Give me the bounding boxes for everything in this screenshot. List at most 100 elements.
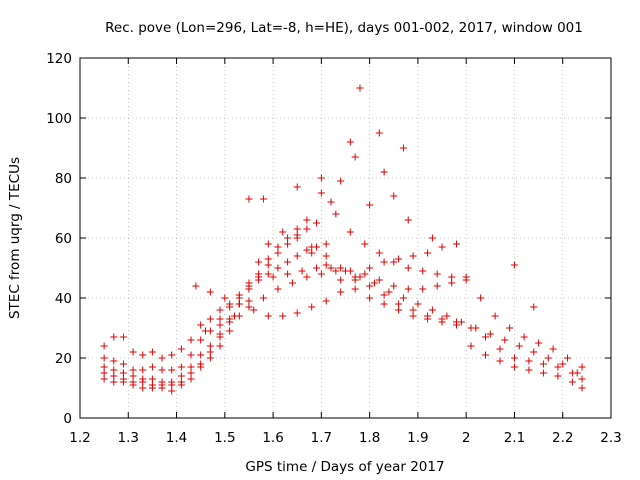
data-point [453, 321, 461, 329]
data-point [119, 360, 127, 368]
data-point [110, 366, 118, 374]
data-point [375, 276, 383, 284]
data-point [424, 249, 432, 257]
x-tick-label: 2.2 [552, 430, 573, 446]
data-point [380, 291, 388, 299]
x-axis-label: GPS time / Days of year 2017 [245, 459, 444, 475]
data-point [177, 372, 185, 380]
y-tick-label: 60 [55, 231, 72, 247]
data-point [100, 363, 108, 371]
data-point [578, 363, 586, 371]
data-point [245, 279, 253, 287]
data-point [496, 357, 504, 365]
data-point [202, 327, 210, 335]
data-point [520, 333, 528, 341]
data-point [110, 378, 118, 386]
data-point [158, 354, 166, 362]
data-point [226, 318, 234, 326]
data-point [129, 372, 137, 380]
data-point [259, 294, 267, 302]
data-point [177, 363, 185, 371]
data-point [399, 144, 407, 152]
chart-title: Rec. pove (Lon=296, Lat=-8, h=HE), days … [105, 20, 583, 36]
data-point [443, 312, 451, 320]
data-point [404, 264, 412, 272]
data-point [510, 261, 518, 269]
data-point [477, 294, 485, 302]
data-point [467, 342, 475, 350]
data-point [235, 300, 243, 308]
data-point [293, 309, 301, 317]
data-point [351, 273, 359, 281]
data-point [322, 252, 330, 260]
data-point [139, 378, 147, 386]
data-point [129, 366, 137, 374]
data-point [255, 258, 263, 266]
data-point [453, 240, 461, 248]
data-point [399, 294, 407, 302]
data-point [337, 177, 345, 185]
data-point [100, 375, 108, 383]
data-point [119, 378, 127, 386]
data-point [332, 210, 340, 218]
data-point [332, 267, 340, 275]
data-point [327, 264, 335, 272]
x-tick-label: 1.5 [214, 430, 235, 446]
data-point [322, 240, 330, 248]
data-point [168, 366, 176, 374]
data-point [375, 129, 383, 137]
data-point [269, 273, 277, 281]
data-point [110, 333, 118, 341]
data-point [206, 354, 214, 362]
data-point [264, 240, 272, 248]
data-point [308, 303, 316, 311]
data-point [313, 264, 321, 272]
data-point [356, 84, 364, 92]
data-point [559, 360, 567, 368]
data-point [274, 249, 282, 257]
data-point [206, 288, 214, 296]
data-point [245, 303, 253, 311]
data-point [496, 345, 504, 353]
data-point [177, 381, 185, 389]
data-point [342, 267, 349, 275]
y-tick-label: 100 [46, 111, 72, 127]
data-point [187, 351, 195, 359]
data-point [279, 228, 287, 236]
data-point [230, 312, 238, 320]
data-point [264, 270, 272, 278]
data-point [148, 348, 156, 356]
data-point [395, 306, 403, 314]
data-point [298, 267, 306, 275]
data-point [110, 372, 118, 380]
data-point [303, 246, 311, 254]
data-point [424, 315, 432, 323]
data-point [370, 279, 378, 287]
data-point [288, 279, 296, 287]
x-tick-label: 1.8 [359, 430, 380, 446]
y-tick-label: 0 [63, 411, 72, 427]
y-axis-label: STEC from uqrg / TECUs [7, 157, 23, 319]
data-point [206, 315, 214, 323]
data-point [467, 324, 475, 332]
data-point [481, 351, 489, 359]
data-point [197, 351, 205, 359]
x-tick-label: 1.6 [262, 430, 283, 446]
data-point [462, 276, 470, 284]
data-point [313, 219, 321, 227]
data-point [216, 333, 224, 341]
data-point [530, 303, 538, 311]
data-point [250, 306, 258, 314]
data-point [433, 270, 441, 278]
data-point [197, 363, 205, 371]
data-point [168, 387, 176, 395]
data-point [216, 306, 224, 314]
data-point [293, 234, 301, 242]
data-point [148, 384, 156, 392]
data-point [264, 312, 272, 320]
data-point [245, 285, 253, 293]
data-point [361, 270, 369, 278]
data-point [390, 282, 398, 290]
data-point [448, 273, 456, 281]
